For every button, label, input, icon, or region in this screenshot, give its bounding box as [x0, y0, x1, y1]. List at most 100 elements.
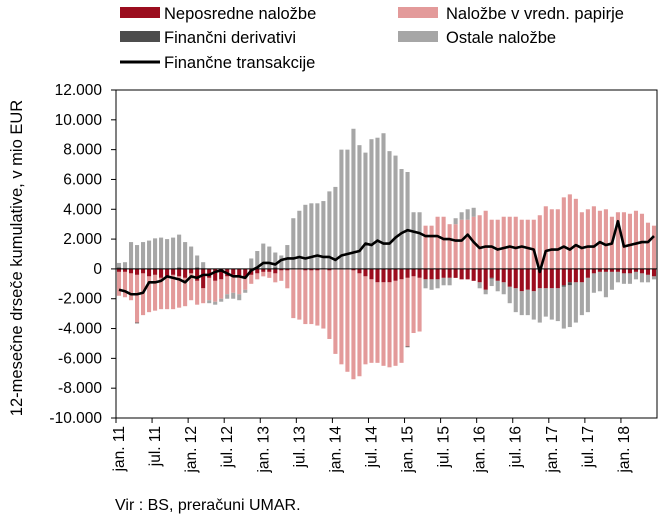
bar-segment [273, 273, 278, 283]
bar-segment [273, 267, 278, 269]
bar-segment [567, 285, 572, 328]
legend-item-papirji: Naložbe v vredn. papirje [398, 5, 624, 23]
bar-segment [303, 268, 308, 271]
bar-segment [615, 268, 620, 272]
bar-segment [351, 270, 356, 380]
bar-segment [327, 270, 332, 339]
bar-segment [183, 277, 188, 307]
bar-segment [231, 268, 236, 275]
bar-segment [525, 289, 530, 316]
bar-segment [447, 277, 452, 286]
bar-segment [273, 268, 278, 274]
bar-segment [219, 279, 224, 299]
bar-segment [153, 274, 158, 311]
bar-segment [609, 271, 614, 290]
bar-segment [261, 268, 266, 272]
bar-segment [261, 271, 266, 277]
bar-segment [255, 251, 260, 269]
bar-segment [495, 280, 500, 292]
bar-segment [333, 186, 338, 269]
y-tick-label: 8.000 [63, 142, 102, 159]
bar-segment [315, 268, 320, 271]
bar-segment [639, 268, 645, 274]
bar-segment [429, 279, 434, 290]
bar-segment [501, 216, 506, 269]
bar-segment [279, 255, 284, 269]
bar-segment [369, 139, 374, 269]
bar-segment [633, 210, 639, 269]
bar-segment [128, 273, 134, 301]
bar-segment [195, 267, 200, 269]
bar-segment [128, 268, 134, 274]
bar-segment [555, 209, 560, 269]
bar-segment [381, 282, 386, 366]
bar-segment [315, 270, 320, 326]
bar-segment [423, 225, 428, 269]
bar-segment [345, 149, 350, 269]
x-tick-label: jan. 15 [400, 426, 417, 474]
bar-segment [603, 271, 608, 298]
y-tick-label: -2.000 [58, 291, 102, 308]
bar-segment [423, 268, 428, 280]
line-financne-transakcije [118, 219, 655, 296]
bar-segment [357, 145, 362, 269]
legend-item-derivativi: Finančni derivativi [120, 29, 296, 47]
bar-segment [351, 268, 356, 271]
x-tick-label: jul. 15 [436, 426, 453, 468]
bar-segment [585, 209, 590, 269]
bar-segment [591, 206, 596, 269]
bar-segment [165, 268, 170, 277]
bar-segment [597, 268, 602, 272]
bar-segment [405, 277, 410, 347]
bar-segment [279, 268, 284, 271]
legend-label-transakcije: Finančne transakcije [164, 54, 315, 72]
bar-segment [116, 267, 122, 269]
bar-segment [309, 270, 314, 325]
x-tick-label: jul. 12 [219, 426, 236, 468]
bar-segment [147, 268, 152, 277]
y-tick-label: 10.000 [55, 112, 103, 129]
bar-segment [375, 268, 380, 283]
bar-segment [243, 277, 248, 290]
bar-segment [147, 240, 152, 269]
bar-segment [177, 268, 182, 277]
bar-segment [573, 268, 578, 283]
bar-segment [357, 273, 362, 377]
bar-segment [141, 273, 146, 316]
bar-segment [447, 224, 452, 269]
bar-segment [189, 273, 194, 301]
bar-segment [339, 268, 344, 365]
bar-segment [501, 268, 506, 283]
bar-segment [477, 268, 482, 283]
bar-segment [381, 133, 386, 269]
x-tick-label: jan. 18 [616, 426, 633, 474]
bar-segment [531, 291, 536, 320]
bar-segment [116, 262, 122, 268]
bar-segment [399, 268, 404, 280]
bar-segment [225, 294, 230, 299]
bar-segment [411, 212, 416, 269]
bar-segment [639, 273, 645, 283]
bar-segment [249, 258, 254, 269]
bar-segment [116, 268, 122, 272]
bar-segment [459, 212, 464, 220]
bar-segment [519, 291, 524, 316]
bar-segment [501, 282, 506, 295]
bar-segment [411, 276, 416, 334]
bar-segment [207, 300, 212, 304]
bar-segment [417, 277, 422, 332]
bar-segment [549, 209, 554, 269]
bar-segment [237, 294, 242, 301]
bar-segment [459, 268, 464, 280]
y-tick-label: 12.000 [55, 82, 103, 99]
bar-segment [267, 271, 272, 278]
bar-segment [387, 268, 392, 283]
bar-segment [363, 152, 368, 269]
bar-segment [513, 288, 518, 313]
legend-label-derivativi: Finančni derivativi [164, 29, 296, 47]
bar-segment [483, 210, 488, 269]
bar-segment [153, 268, 158, 275]
bar-segment [549, 288, 554, 320]
bar-segment [153, 238, 158, 269]
